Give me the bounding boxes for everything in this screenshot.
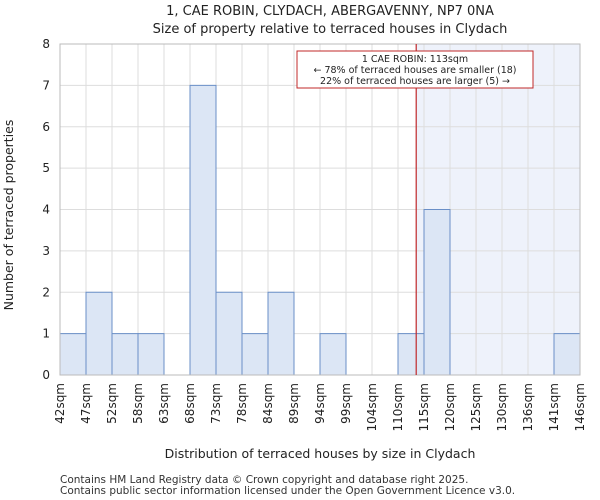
bar	[397, 333, 425, 376]
y-tick-labels: 0 1 2 3 4 5 6 7 8	[42, 37, 50, 382]
x-tick-label: 115sqm	[417, 383, 431, 431]
x-tick-label: 52sqm	[105, 383, 119, 424]
x-tick-label: 73sqm	[209, 383, 223, 424]
x-tick-label: 47sqm	[79, 383, 93, 424]
grid-lines	[59, 43, 581, 376]
x-tick-label: 68sqm	[183, 383, 197, 424]
footer-line-2: Contains public sector information licen…	[60, 485, 515, 497]
y-tick-label: 3	[42, 244, 50, 258]
annotation-line-3: 22% of terraced houses are larger (5) →	[320, 76, 510, 87]
bars	[59, 84, 581, 376]
x-tick-label: 42sqm	[53, 383, 67, 424]
bar	[59, 333, 87, 376]
y-axis-label: Number of terraced properties	[1, 120, 16, 311]
annotation-frame	[296, 50, 534, 89]
y-tick-label: 7	[42, 78, 50, 92]
annotation-line-2: ← 78% of terraced houses are smaller (18…	[313, 65, 516, 76]
x-tick-label: 63sqm	[157, 383, 171, 424]
bar	[85, 291, 113, 376]
bar	[137, 333, 165, 376]
bar	[319, 333, 347, 376]
bar	[423, 209, 451, 376]
x-tick-label: 84sqm	[261, 383, 275, 424]
chart-subtitle: Size of property relative to terraced ho…	[153, 22, 508, 37]
y-tick-label: 8	[42, 37, 50, 51]
y-tick-label: 6	[42, 120, 50, 134]
x-tick-label: 58sqm	[131, 383, 145, 424]
x-tick-label: 94sqm	[313, 383, 327, 424]
bar	[215, 291, 243, 376]
x-tick-label: 89sqm	[287, 383, 301, 424]
y-tick-label: 5	[42, 161, 50, 175]
chart-title: 1, CAE ROBIN, CLYDACH, ABERGAVENNY, NP7 …	[166, 4, 494, 19]
x-tick-label: 120sqm	[443, 383, 457, 431]
bar	[111, 333, 139, 376]
x-axis-label: Distribution of terraced houses by size …	[165, 446, 476, 461]
y-tick-label: 1	[42, 327, 50, 341]
x-tick-label: 125sqm	[469, 383, 483, 431]
y-tick-label: 4	[42, 203, 50, 217]
bar	[553, 333, 581, 376]
x-tick-label: 104sqm	[365, 383, 379, 431]
bar	[267, 291, 295, 376]
y-tick-label: 0	[42, 368, 50, 382]
x-tick-label: 136sqm	[521, 383, 535, 431]
bar	[189, 84, 217, 376]
x-tick-label: 130sqm	[495, 383, 509, 431]
bar	[241, 333, 269, 376]
footer-line-1: Contains HM Land Registry data © Crown c…	[60, 474, 468, 486]
annotation-box: 1 CAE ROBIN: 113sqm ← 78% of terraced ho…	[296, 50, 534, 89]
plot-frame	[59, 43, 581, 376]
x-tick-label: 141sqm	[547, 383, 561, 431]
x-tick-label: 78sqm	[235, 383, 249, 424]
x-tick-label: 110sqm	[391, 383, 405, 431]
x-tick-label: 146sqm	[573, 383, 587, 431]
y-tick-label: 2	[42, 285, 50, 299]
x-tick-label: 99sqm	[339, 383, 353, 424]
annotation-line-1: 1 CAE ROBIN: 113sqm	[362, 54, 468, 65]
x-tick-labels: 42sqm 47sqm 52sqm 58sqm 63sqm 68sqm 73sqm 78sqm…	[53, 383, 587, 431]
